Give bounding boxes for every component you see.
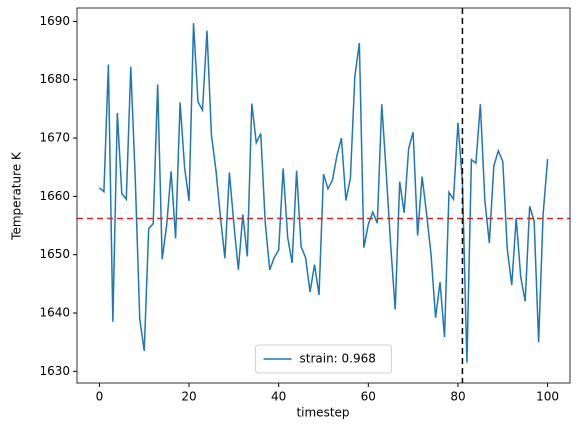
x-tick-label: 60 (361, 390, 376, 404)
y-tick-label: 1640 (39, 306, 70, 320)
y-tick-label: 1650 (39, 247, 70, 261)
y-tick-label: 1680 (39, 72, 70, 86)
y-tick-label: 1690 (39, 14, 70, 28)
legend-label: strain: 0.968 (300, 352, 376, 366)
x-tick-label: 0 (96, 390, 104, 404)
x-tick-label: 80 (450, 390, 465, 404)
plot-frame (76, 7, 571, 384)
y-tick-label: 1660 (39, 189, 70, 203)
x-tick-label: 40 (271, 390, 286, 404)
data-line (98, 23, 549, 363)
x-tick-label: 20 (181, 390, 196, 404)
x-tick-label: 100 (536, 390, 559, 404)
y-tick-label: 1630 (39, 364, 70, 378)
legend-box (255, 344, 392, 374)
y-tick-label: 1670 (39, 131, 70, 145)
x-axis-label: timestep (296, 406, 349, 420)
y-axis-label: Temperature K (10, 151, 24, 241)
